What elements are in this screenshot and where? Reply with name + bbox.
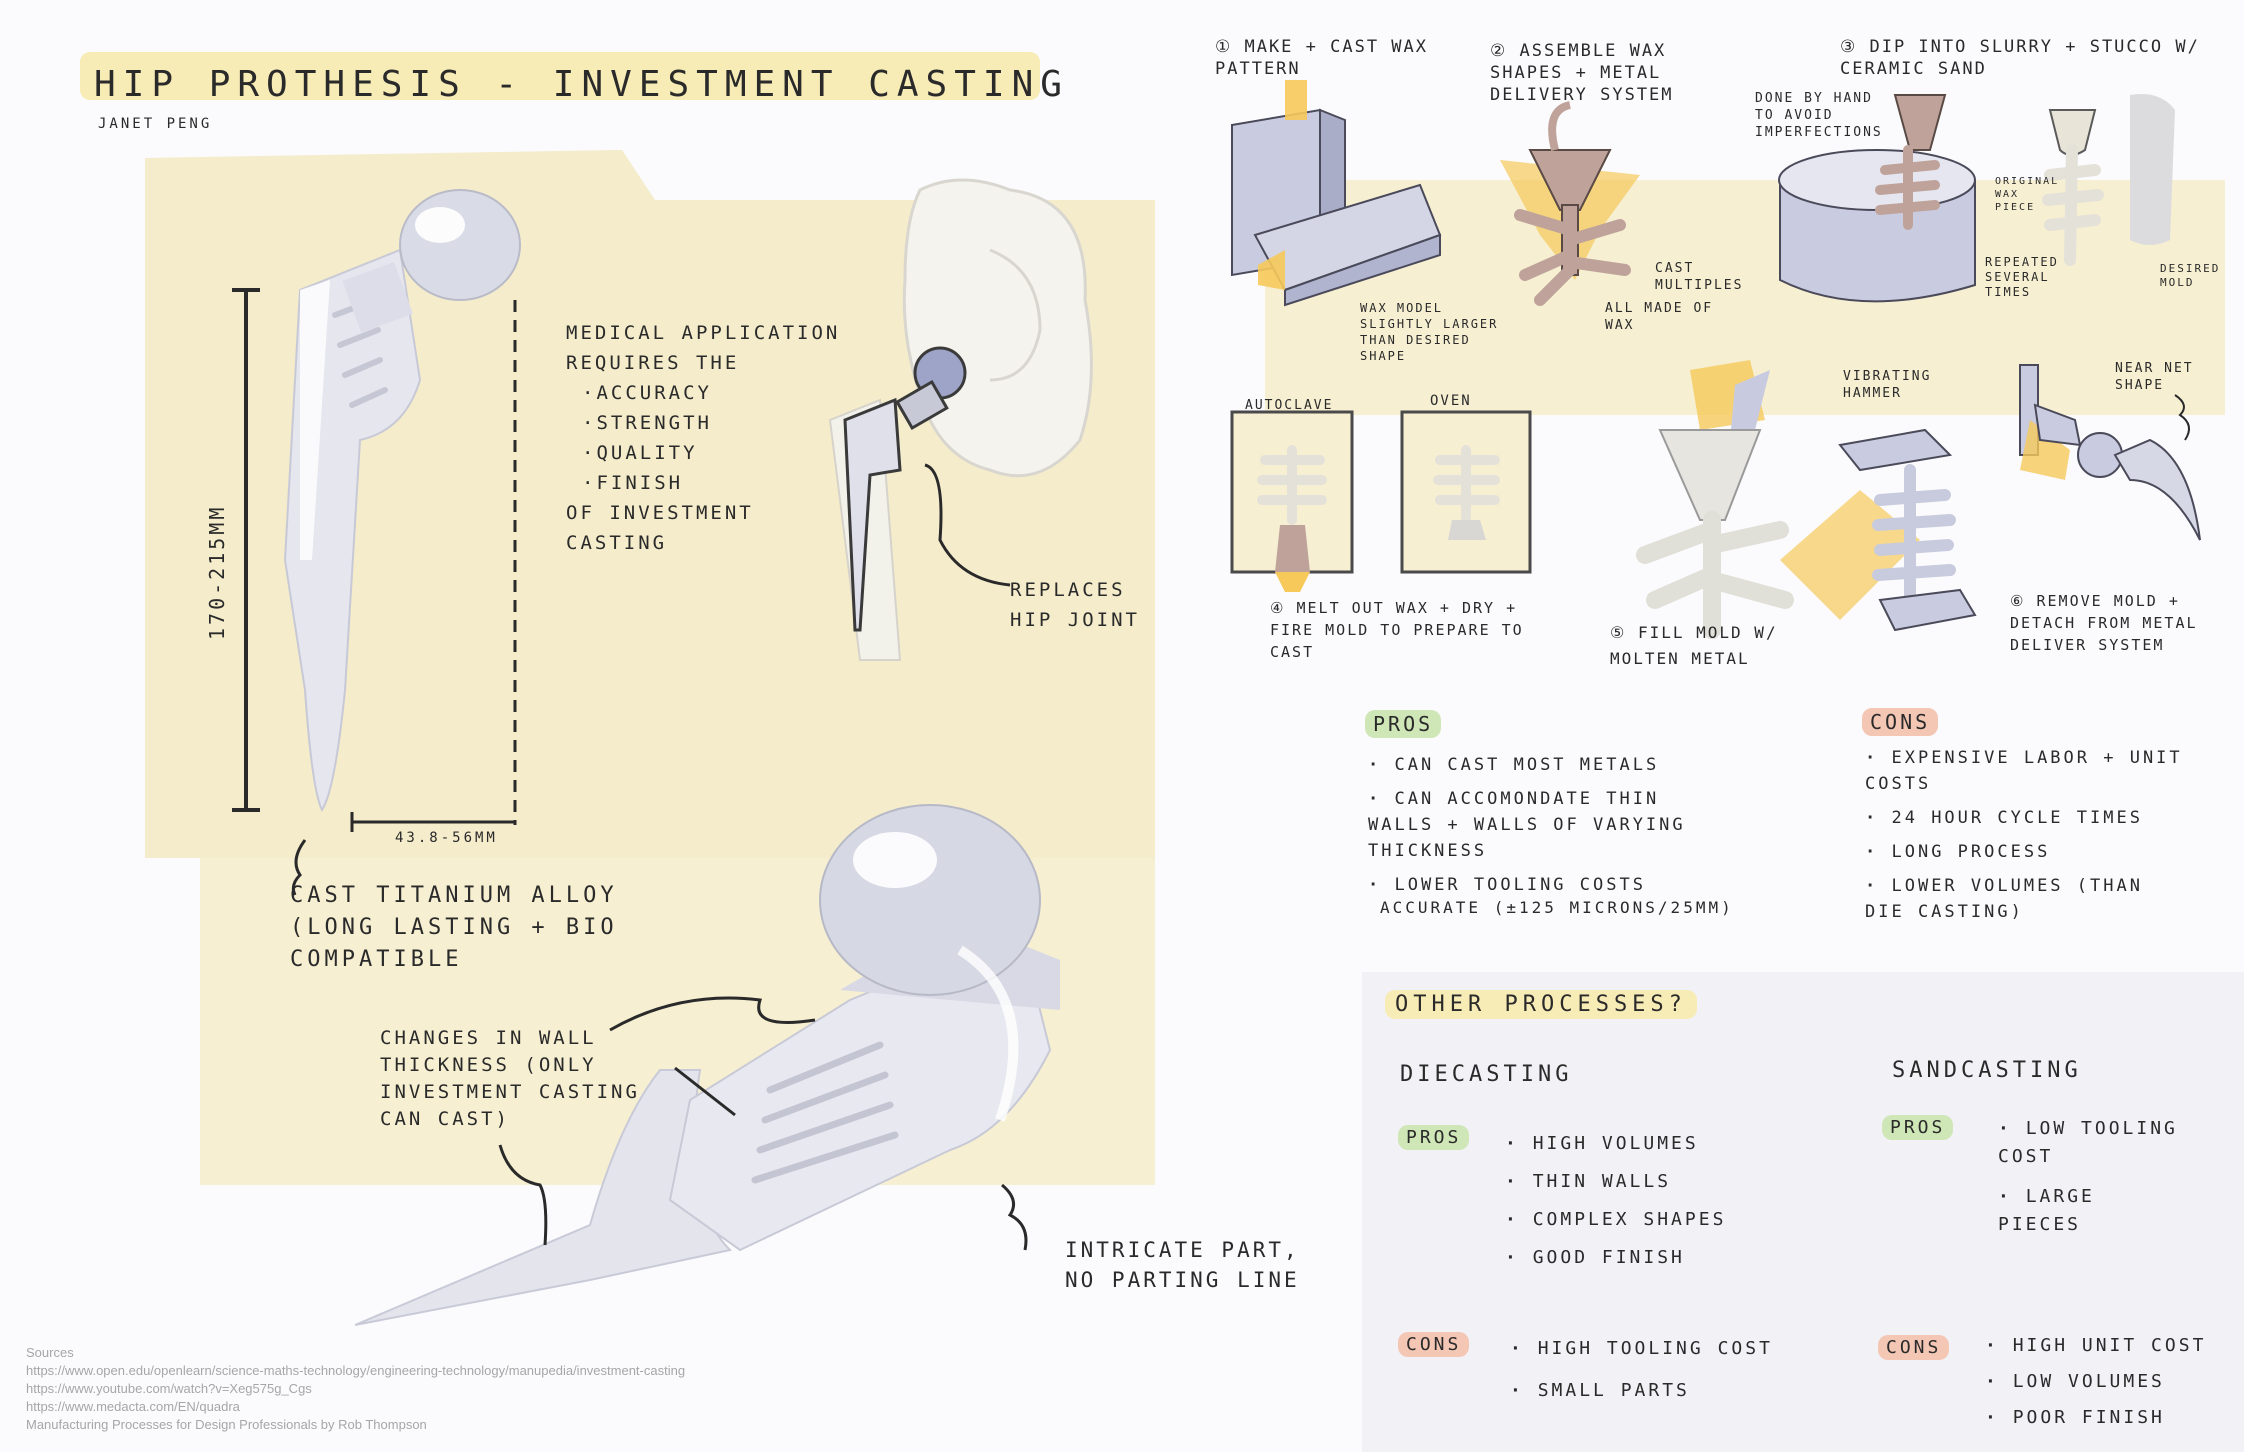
autoclave-label: AUTOCLAVE [1245,398,1334,413]
source-link[interactable]: https://www.open.edu/openlearn/science-m… [26,1363,686,1378]
hip-joint-illustration [828,178,1093,661]
step5-label: ⑤ FILL MOLD W/ MOLTEN METAL [1610,623,1778,668]
prosthesis-illustration-vertical [283,189,521,813]
width-dimension-label: 43.8-56mm [395,830,498,846]
height-dimension-line [232,288,260,812]
intricate-part-note: INTRICATE PART, NO PARTING LINE [1065,1238,1300,1292]
step1-label: ① MAKE + CAST WAX PATTERN [1215,37,1428,79]
height-dimension-label: 170-215mm [205,504,229,640]
diecasting-pro-item: GOOD FINISH [1505,1239,1795,1277]
diecasting-pros-list: HIGH VOLUMES THIN WALLS COMPLEX SHAPES G… [1505,1125,1795,1277]
hammer-illustration [1780,428,1977,632]
investment-con-item: LONG PROCESS [1865,839,2185,865]
sandcasting-con-item: POOR FINISH [1985,1400,2225,1436]
medical-bullet-finish: ·FINISH [582,472,684,494]
replaces-hip-note: REPLACES HIP JOINT [1010,579,1140,631]
step3-note-by-hand: DONE BY HAND TO AVOID IMPERFECTIONS [1755,91,1883,140]
medical-application-note: MEDICAL APPLICATION REQUIRES THE ·ACCURA… [566,318,866,558]
step2-label: ② ASSEMBLE WAX SHAPES + METAL DELIVERY S… [1490,41,1674,105]
diecasting-cons-list: HIGH TOOLING COST SMALL PARTS [1510,1328,1830,1412]
investment-accuracy: ACCURATE (±125 MICRONS/25mm) [1380,898,1734,917]
diecasting-pro-item: COMPLEX SHAPES [1505,1201,1795,1239]
step2-note-cast-multiples: CAST MULTIPLES [1655,261,1744,293]
step2-note-wax: ALL MADE OF WAX [1605,301,1714,333]
sandcasting-pros-label: PROS [1882,1115,1954,1140]
sandcasting-con-item: LOW VOLUMES [1985,1364,2225,1400]
sandcasting-cons-list: HIGH UNIT COST LOW VOLUMES POOR FINISH [1985,1328,2225,1436]
source-reference: Manufacturing Processes for Design Profe… [26,1417,427,1432]
medical-intro: MEDICAL APPLICATION REQUIRES THE [566,322,841,374]
sandcasting-cons-label: CONS [1878,1335,1950,1360]
step4-illustration [1230,410,1532,592]
wall-thickness-note: CHANGES IN WALL THICKNESS (ONLY INVESTME… [380,1027,640,1130]
investment-con-item: LOWER VOLUMES (THAN DIE CASTING) [1865,873,2185,925]
step5-illustration [1636,360,1794,639]
step1-illustration [1231,80,1442,307]
investment-con-item: 24 HOUR CYCLE TIMES [1865,805,2185,831]
sources-label: Sources [26,1345,74,1360]
diecasting-pros-label: PROS [1398,1125,1470,1150]
diecasting-con-item: HIGH TOOLING COST [1510,1328,1830,1370]
investment-con-item: EXPENSIVE LABOR + UNIT COSTS [1865,745,2185,797]
material-note: CAST TITANIUM ALLOY (LONG LASTING + BIO … [290,883,618,972]
diecasting-pro-item: THIN WALLS [1505,1163,1795,1201]
prosthesis-illustration-large [354,804,1060,1326]
step2-illustration [1500,101,1640,306]
medical-bullet-strength: ·STRENGTH [582,412,712,434]
investment-pros-list: CAN CAST MOST METALS CAN ACCOMONDATE THI… [1368,752,1708,898]
investment-pro-item: CAN ACCOMONDATE THIN WALLS + WALLS OF VA… [1368,786,1708,864]
investment-pro-item: LOWER TOOLING COSTS [1368,872,1708,898]
diecasting-pro-item: HIGH VOLUMES [1505,1125,1795,1163]
step6-label: ⑥ REMOVE MOLD + DETACH FROM METAL DELIVE… [2010,592,2198,654]
sandcasting-con-item: HIGH UNIT COST [1985,1328,2225,1364]
page-title: HIP PROTHESIS - INVESTMENT CASTING [94,64,1069,105]
diecasting-cons-label: CONS [1398,1332,1470,1357]
near-net-label: NEAR NET SHAPE [2115,361,2194,393]
sandcasting-pro-item: LARGE PIECES [1998,1183,2178,1239]
sandcasting-title: SANDCASTING [1892,1058,2082,1083]
other-processes-title: OTHER PROCESSES? [1385,990,1697,1019]
medical-outro: OF INVESTMENT CASTING [566,502,754,554]
author-name: JANET PENG [98,116,213,132]
diecasting-con-item: SMALL PARTS [1510,1370,1830,1412]
step3-note-repeated: REPEATED SEVERAL TIMES [1985,255,2059,299]
investment-pro-item: CAN CAST MOST METALS [1368,752,1708,778]
step3-label: ③ DIP INTO SLURRY + STUCCO W/ CERAMIC SA… [1840,37,2200,79]
width-dimension-line [350,812,515,832]
oven-label: OVEN [1430,393,1472,409]
sandcasting-pro-item: LOW TOOLING COST [1998,1115,2178,1171]
medical-bullet-quality: ·QUALITY [582,442,698,464]
source-link[interactable]: https://www.youtube.com/watch?v=Xeg575g_… [26,1381,312,1396]
sources-block: Sources https://www.open.edu/openlearn/s… [26,1344,926,1434]
step3-note-desired-mold: DESIRED MOLD [2160,262,2221,289]
step1-note: WAX MODEL SLIGHTLY LARGER THAN DESIRED S… [1360,301,1499,363]
hammer-label: VIBRATING HAMMER [1843,369,1932,401]
sandcasting-pros-list: LOW TOOLING COST LARGE PIECES [1998,1115,2178,1239]
step3-illustration [1778,94,2175,303]
diecasting-title: DIECASTING [1400,1062,1573,1087]
medical-bullet-accuracy: ·ACCURACY [582,382,712,404]
investment-cons-list: EXPENSIVE LABOR + UNIT COSTS 24 HOUR CYC… [1865,745,2185,925]
step4-label: ④ MELT OUT WAX + DRY + FIRE MOLD TO PREP… [1270,599,1524,661]
investment-cons-title: CONS [1862,708,1939,736]
title-highlight [80,52,1040,100]
source-link[interactable]: https://www.medacta.com/EN/quadra [26,1399,240,1414]
step6-illustration [2019,364,2201,541]
investment-pros-title: PROS [1365,710,1442,738]
step3-note-original: ORIGINAL WAX PIECE [1995,176,2060,213]
